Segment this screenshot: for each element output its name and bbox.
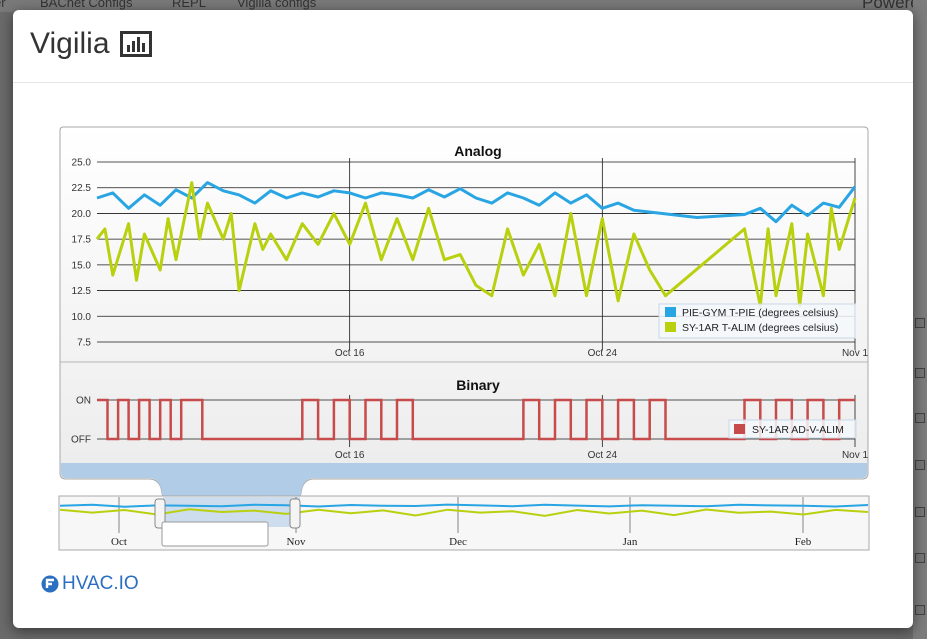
binary-legend: SY-1AR AD-V-ALIM [728,419,857,439]
binary-series [96,398,856,441]
navigator-x-axis: Oct Nov Dec Jan Feb [111,497,812,548]
bar-chart-icon [119,31,152,57]
navigator-tick-label: Jan [623,536,638,548]
navigator-series-line [59,508,869,517]
background-edit-icon [915,413,925,423]
legend-swatch-blue [665,307,676,317]
analog-series-line [95,181,857,308]
binary-y-axis: ON OFF [71,396,91,446]
binary-x-tick-label: Oct 24 [588,450,618,461]
legend-swatch-red [734,424,745,434]
legend-label-green: SY-1AR T-ALIM (degrees celsius) [682,322,838,334]
background-sidebar [913,0,927,639]
legend-swatch-green [665,322,676,332]
legend-label-blue: PIE-GYM T-PIE (degrees celsius) [682,307,838,319]
background-powered-text: Powered [862,0,927,12]
binary-y-tick-label: ON [76,396,91,407]
hvac-io-logo[interactable]: HVAC.IO [41,573,139,595]
binary-x-tick-label: Oct 16 [335,450,365,461]
background-edit-icon [915,553,925,563]
analog-y-tick-label: 22.5 [72,183,92,194]
navigator-tick-label: Feb [795,536,812,548]
background-nav-item: er [0,0,6,10]
background-nav-item: REPL [172,0,206,10]
navigator-left-handle[interactable] [154,498,166,529]
analog-legend-box [658,303,856,339]
background-edit-icon [915,460,925,470]
analog-y-tick-label: 17.5 [72,235,92,246]
binary-series-line [97,398,855,441]
analog-x-tick-label: Nov 1 [842,348,869,359]
navigator-tick-label: Oct [111,536,127,548]
navigator-tick-label: Dec [449,536,467,548]
analog-series-line [96,181,857,224]
modal-title: Vigilia [30,27,152,61]
analog-y-tick-label: 7.5 [77,338,91,349]
background-edit-icon [915,605,925,615]
binary-x-axis: Oct 16 Oct 24 Nov 1 [335,450,869,461]
analog-y-tick-label: 25.0 [72,158,92,169]
binary-chart-title: Binary [456,377,500,393]
modal-title-text: Vigilia [30,27,110,60]
background-nav-item: BACnet Configs [40,0,133,10]
analog-y-tick-label: 12.5 [72,286,92,297]
binary-x-tick-label: Nov 1 [842,450,869,461]
chart-area: Analog Binary 25.0 22.5 20.0 17.5 15.0 12.5 10… [58,126,870,551]
analog-x-tick-label: Oct 16 [335,348,365,359]
analog-y-tick-label: 10.0 [72,312,92,323]
background-edit-icon [915,507,925,517]
navigator-series-line [59,503,869,508]
analog-y-tick-label: 20.0 [72,209,92,220]
navigator-series [59,503,869,517]
analog-y-axis: 25.0 22.5 20.0 17.5 15.0 12.5 10.0 7.5 [72,158,92,349]
analog-chart-title: Analog [454,143,501,159]
binary-y-tick-label: OFF [71,435,91,446]
chart-modal: Vigilia Analog Binary 25.0 22.5 20.0 17.5 15… [13,10,913,628]
legend-label-red: SY-1AR AD-V-ALIM [752,424,844,436]
navigator-right-handle[interactable] [289,498,301,529]
analog-legend: PIE-GYM T-PIE (degrees celsius) SY-1AR T… [658,303,856,339]
footer-logo-text: HVAC.IO [62,573,139,594]
navigator-tick-label: Nov [287,536,306,548]
binary-legend-box [728,419,857,439]
background-nav: er BACnet Configs REPL Vigilia configs P… [0,0,927,12]
navigator-selection-connector [61,463,867,498]
modal-header: Vigilia [13,10,913,83]
analog-y-tick-label: 15.0 [72,260,92,271]
hvac-logo-icon [41,575,59,593]
analog-x-axis: Oct 16 Oct 24 Nov 1 [335,348,869,359]
background-nav-item: Vigilia configs [237,0,317,10]
background-edit-icon [915,318,925,328]
navigator-range-tooltip [161,521,269,547]
analog-x-tick-label: Oct 24 [588,348,618,359]
background-edit-icon [915,368,925,378]
